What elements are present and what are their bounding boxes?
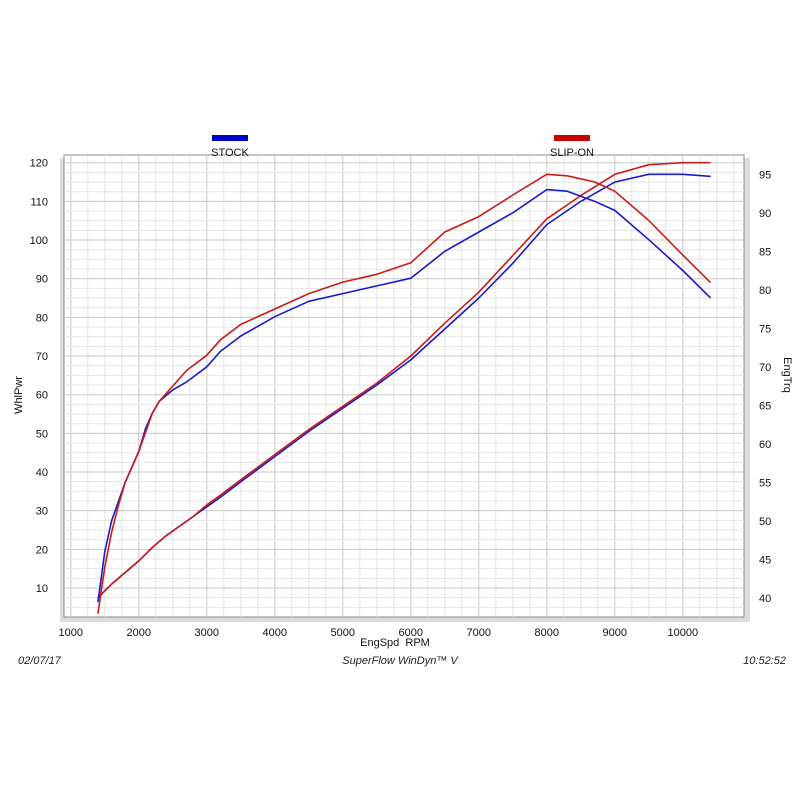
y-right-tick-label: 85 [759, 246, 771, 258]
x-tick-label: 3000 [195, 627, 219, 639]
footer-date: 02/07/17 [18, 655, 61, 667]
y-left-tick-label: 50 [36, 428, 48, 440]
series-line-slip-on-engtrq [97, 173, 711, 614]
y-right-tick-label: 55 [759, 477, 771, 489]
y-right-axis-ticks: 40 45 50 55 60 65 70 75 80 85 90 95 [759, 169, 771, 605]
y-right-tick-label: 60 [759, 439, 771, 451]
legend-swatch-stock [212, 135, 248, 141]
legend-label-stock: STOCK [211, 147, 249, 159]
y-right-tick-label: 45 [759, 554, 771, 566]
footer-software: SuperFlow WinDyn™ V [342, 655, 458, 667]
grid [64, 155, 744, 617]
plot-area [63, 154, 745, 618]
y-left-tick-label: 80 [36, 312, 48, 324]
y-left-tick-label: 10 [36, 583, 48, 595]
y-right-tick-label: 75 [759, 323, 771, 335]
y-left-axis-ticks: 10 20 30 40 50 60 70 80 90 100 110 120 [30, 158, 48, 595]
y-left-tick-label: 30 [36, 506, 48, 518]
y-left-tick-label: 120 [30, 158, 48, 170]
x-tick-label: 7000 [467, 627, 491, 639]
x-tick-label: 10000 [668, 627, 699, 639]
y-left-tick-label: 20 [36, 544, 48, 556]
y-left-tick-label: 100 [30, 235, 48, 247]
x-tick-label: 9000 [603, 627, 627, 639]
x-tick-label: 5000 [331, 627, 355, 639]
y-right-axis-label: EngTrq [781, 357, 793, 393]
y-right-tick-label: 40 [759, 593, 771, 605]
y-left-tick-label: 60 [36, 390, 48, 402]
x-tick-label: 8000 [535, 627, 559, 639]
footer-time: 10:52:52 [743, 655, 786, 667]
y-right-tick-label: 65 [759, 400, 771, 412]
x-axis-label: EngSpd RPM [360, 637, 430, 649]
y-right-tick-label: 70 [759, 362, 771, 374]
y-left-axis-label: WhlPwr [13, 376, 25, 414]
series-lines [97, 161, 711, 614]
x-tick-label: 6000 [399, 627, 423, 639]
y-left-tick-label: 70 [36, 351, 48, 363]
x-tick-label: 4000 [263, 627, 287, 639]
x-axis-ticks: 1000 2000 3000 4000 5000 6000 7000 8000 9000 1000… [59, 627, 699, 639]
x-tick-label: 1000 [59, 627, 83, 639]
legend-swatch-slipon [554, 135, 590, 141]
y-right-tick-label: 95 [759, 169, 771, 181]
x-tick-label: 2000 [127, 627, 151, 639]
y-right-tick-label: 80 [759, 285, 771, 297]
y-right-tick-label: 90 [759, 208, 771, 220]
legend: STOCK SLIP-ON [211, 135, 594, 159]
y-right-tick-label: 50 [759, 516, 771, 528]
y-left-tick-label: 40 [36, 467, 48, 479]
legend-label-slipon: SLIP-ON [550, 147, 594, 159]
y-left-tick-label: 90 [36, 274, 48, 286]
y-left-tick-label: 110 [30, 196, 48, 208]
